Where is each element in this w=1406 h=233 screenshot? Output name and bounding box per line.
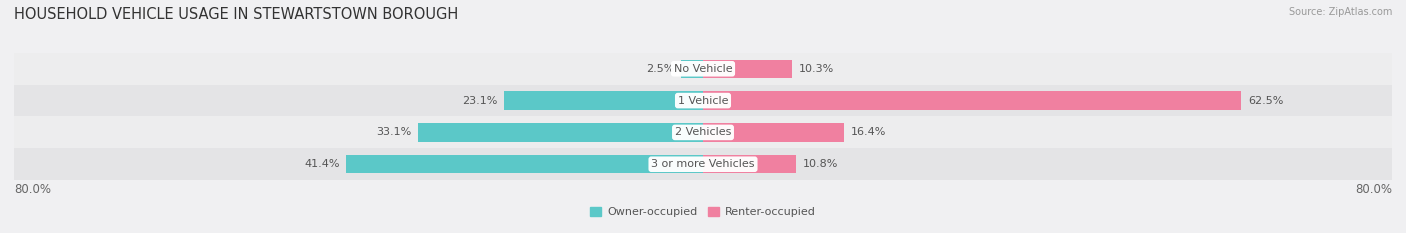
Bar xyxy=(14,53,1392,85)
Text: 80.0%: 80.0% xyxy=(1355,183,1392,196)
Text: 2.5%: 2.5% xyxy=(647,64,675,74)
Bar xyxy=(14,116,1392,148)
Bar xyxy=(14,85,1392,116)
Bar xyxy=(14,148,1392,180)
Text: 3 or more Vehicles: 3 or more Vehicles xyxy=(651,159,755,169)
Bar xyxy=(418,123,703,142)
Bar xyxy=(703,123,844,142)
Legend: Owner-occupied, Renter-occupied: Owner-occupied, Renter-occupied xyxy=(586,202,820,222)
Text: 10.3%: 10.3% xyxy=(799,64,834,74)
Bar xyxy=(346,155,703,173)
Bar xyxy=(703,155,796,173)
Text: 16.4%: 16.4% xyxy=(851,127,887,137)
Text: 62.5%: 62.5% xyxy=(1249,96,1284,106)
Bar xyxy=(703,60,792,78)
Text: 33.1%: 33.1% xyxy=(375,127,411,137)
Bar xyxy=(703,91,1241,110)
Text: 23.1%: 23.1% xyxy=(461,96,498,106)
Text: HOUSEHOLD VEHICLE USAGE IN STEWARTSTOWN BOROUGH: HOUSEHOLD VEHICLE USAGE IN STEWARTSTOWN … xyxy=(14,7,458,22)
Text: Source: ZipAtlas.com: Source: ZipAtlas.com xyxy=(1288,7,1392,17)
Text: 41.4%: 41.4% xyxy=(304,159,340,169)
Text: 10.8%: 10.8% xyxy=(803,159,838,169)
Text: 80.0%: 80.0% xyxy=(14,183,51,196)
Bar xyxy=(682,60,703,78)
Bar xyxy=(505,91,703,110)
Text: No Vehicle: No Vehicle xyxy=(673,64,733,74)
Text: 1 Vehicle: 1 Vehicle xyxy=(678,96,728,106)
Text: 2 Vehicles: 2 Vehicles xyxy=(675,127,731,137)
